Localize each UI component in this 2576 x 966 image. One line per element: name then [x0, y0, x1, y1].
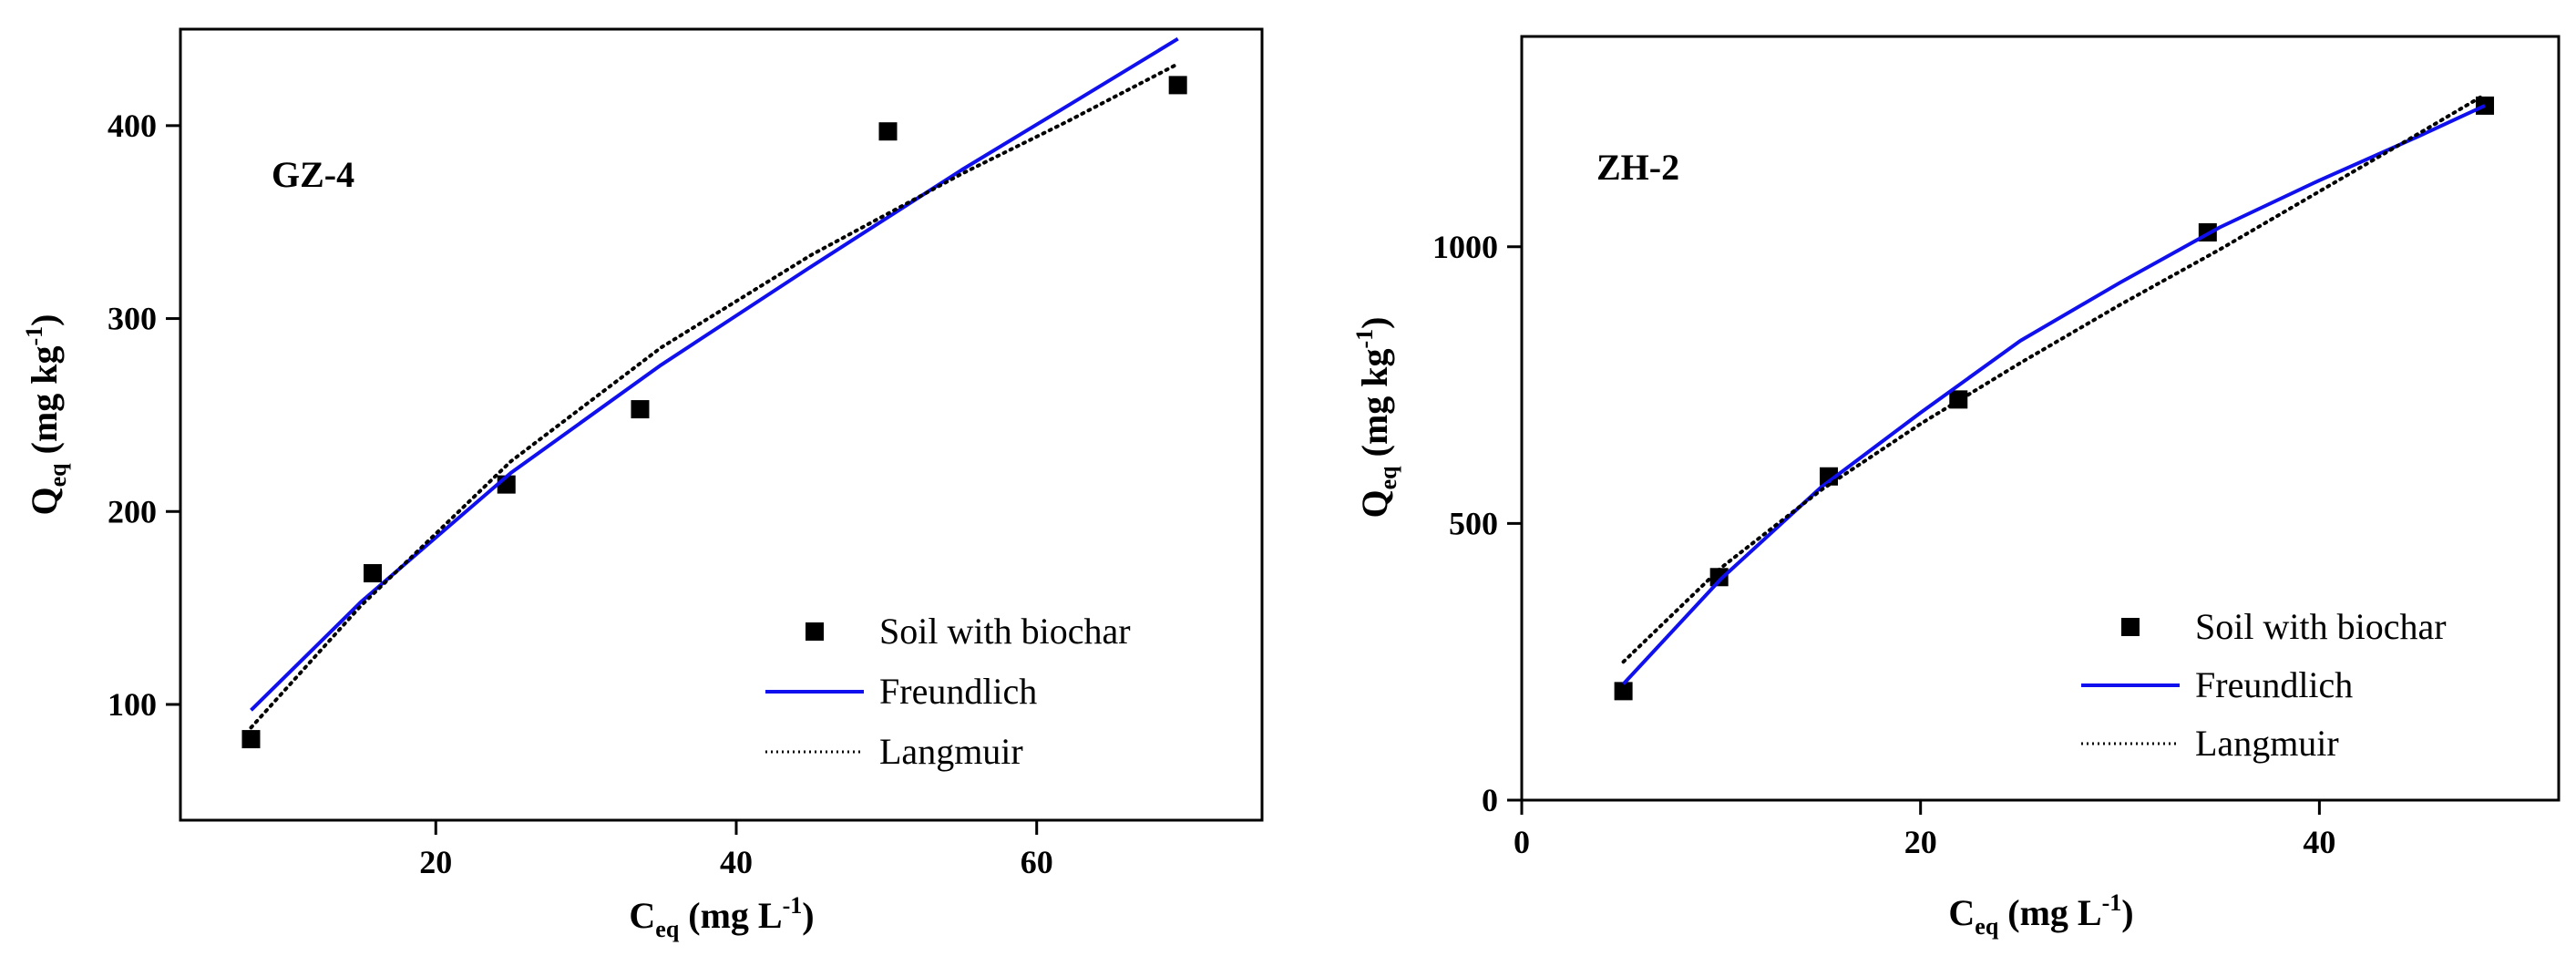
x-axis-title: Ceq (mg L-1) [629, 892, 814, 942]
x-axis-title-sup: -1 [783, 892, 803, 919]
y-axis-title-sup: -1 [21, 326, 47, 346]
panel-label: GZ-4 [272, 154, 354, 195]
data-point [241, 730, 261, 749]
data-point [631, 400, 650, 419]
legend-label: Freundlich [2195, 664, 2353, 705]
y-tick-label: 100 [108, 686, 157, 723]
plot-frame [179, 27, 1264, 822]
y-tick-label: 500 [1449, 505, 1498, 541]
x-tick-label: 20 [419, 844, 452, 880]
x-axis-title-sup: -1 [2102, 889, 2122, 916]
x-tick-label: 40 [2303, 824, 2335, 860]
data-point [364, 564, 383, 583]
data-point [1709, 568, 1729, 587]
y-axis-title-close: ) [24, 313, 65, 325]
y-tick-label: 400 [108, 108, 157, 144]
x-axis-title-unit: (mg L [679, 895, 782, 936]
y-axis-title-unit: (mg kg [24, 345, 65, 463]
panel-label: ZH-2 [1596, 147, 1679, 188]
y-axis-title-main: Q [1354, 489, 1395, 518]
data-point [2476, 96, 2495, 115]
legend-label: Langmuir [879, 731, 1023, 772]
x-tick-label: 60 [1021, 844, 1053, 880]
freundlich-fit-line [250, 36, 1179, 712]
y-tick-label: 300 [108, 301, 157, 337]
y-axis-title-sub: eq [45, 463, 71, 488]
legend-label: Soil with biochar [2195, 606, 2447, 647]
x-axis-title-close: ) [2121, 892, 2133, 933]
y-tick-label: 1000 [1432, 229, 1498, 265]
x-tick-label: 20 [1904, 824, 1937, 860]
y-tick-label: 200 [108, 493, 157, 529]
data-point [1168, 76, 1187, 95]
data-point [878, 122, 898, 141]
data-point [1949, 390, 1968, 409]
data-point [1614, 682, 1633, 701]
legend-marker-points [806, 622, 824, 641]
y-axis-title-close: ) [1354, 316, 1395, 328]
y-tick-label: 0 [1482, 782, 1498, 818]
x-axis-title-sub: eq [1975, 913, 1999, 940]
legend-marker-points [2121, 618, 2140, 636]
x-axis-title-unit: (mg L [1998, 892, 2101, 933]
y-axis-title-sup: -1 [1351, 329, 1378, 349]
y-axis-title-sub: eq [1375, 466, 1401, 490]
y-axis-title: Qeq (mg kg-1) [21, 313, 71, 515]
legend-label: Soil with biochar [879, 611, 1131, 652]
x-tick-label: 0 [1514, 824, 1530, 860]
freundlich-fit-line [1622, 104, 2486, 685]
y-axis-title-main: Q [24, 487, 65, 515]
x-axis-title-main: C [1948, 892, 1975, 933]
plot-frame [1520, 35, 2561, 802]
legend-label: Freundlich [879, 671, 1037, 712]
x-axis-title-main: C [629, 895, 655, 936]
legend-label: Langmuir [2195, 723, 2339, 764]
langmuir-fit-line [1621, 92, 2487, 664]
x-axis-title-sub: eq [655, 916, 680, 942]
x-tick-label: 40 [720, 844, 753, 880]
y-axis-title-unit: (mg kg [1354, 348, 1395, 466]
x-axis-title-close: ) [802, 895, 814, 936]
langmuir-fit-line [249, 62, 1180, 730]
y-axis-title: Qeq (mg kg-1) [1351, 316, 1401, 518]
x-axis-title: Ceq (mg L-1) [1948, 889, 2133, 940]
